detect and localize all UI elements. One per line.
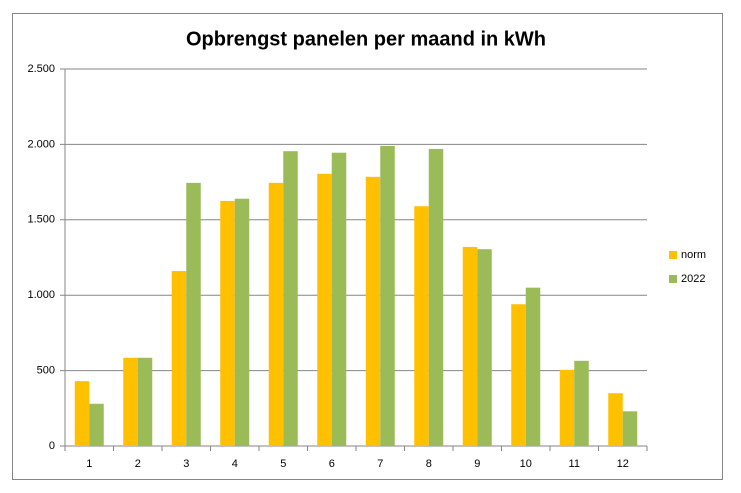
x-tick-label: 7: [377, 458, 383, 470]
y-tick-label: 2.500: [27, 63, 55, 75]
legend-swatch: [669, 251, 677, 259]
bar: [283, 151, 298, 446]
legend-label: 2022: [681, 273, 705, 285]
bar: [525, 287, 541, 446]
bar: [74, 381, 90, 446]
x-tick-label: 6: [329, 458, 335, 470]
bar: [331, 152, 347, 446]
x-tick-label: 8: [426, 458, 432, 470]
bar: [622, 411, 638, 446]
y-tick-label: 1.000: [27, 289, 55, 301]
bar: [171, 271, 187, 446]
bar: [317, 173, 332, 446]
bar: [220, 200, 235, 446]
legend-swatch: [669, 275, 677, 283]
bar: [574, 360, 589, 446]
y-tick-label: 0: [49, 440, 55, 452]
x-tick-label: 3: [183, 458, 189, 470]
x-tick-label: 2: [135, 458, 141, 470]
bar: [462, 246, 478, 446]
bar: [608, 393, 623, 446]
bar: [428, 148, 444, 446]
x-tick-label: 9: [474, 458, 480, 470]
legend-label: norm: [681, 249, 706, 261]
y-tick-label: 1.500: [27, 214, 55, 226]
x-tick-label: 4: [232, 458, 238, 470]
x-tick-label: 10: [520, 458, 532, 470]
y-tick-label: 2.000: [27, 138, 55, 150]
bar: [511, 304, 526, 446]
x-tick-label: 11: [569, 458, 580, 470]
bar: [380, 145, 395, 446]
y-tick-label: 500: [37, 365, 55, 377]
chart-title: Opbrengst panelen per maand in kWh: [186, 28, 546, 50]
bar: [414, 206, 429, 446]
bar: [186, 182, 201, 446]
bar: [477, 249, 492, 446]
bar: [234, 198, 250, 446]
x-tick-label: 12: [617, 458, 629, 470]
bar: [365, 176, 381, 446]
bar: [559, 369, 575, 446]
bar: [137, 357, 153, 446]
bar: [268, 182, 284, 446]
bar: [89, 403, 104, 446]
bar: [123, 357, 138, 446]
x-tick-label: 5: [280, 458, 286, 470]
x-tick-label: 1: [86, 458, 92, 470]
